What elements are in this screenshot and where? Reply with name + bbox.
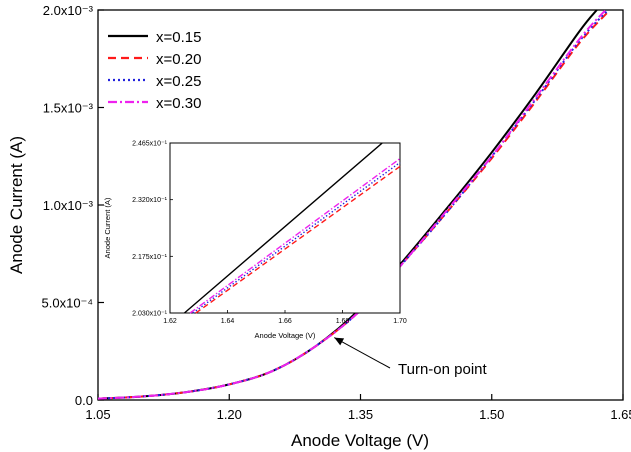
inset-y-axis-title: Anode Current (A) — [103, 197, 112, 258]
x-axis-ticks: 1.05 1.20 1.35 1.50 1.65 — [85, 394, 631, 422]
y-tick-label: 2.0x10⁻³ — [43, 3, 94, 18]
inset-y-tick-label: 2.175x10⁻¹ — [132, 254, 167, 261]
legend-label: x=0.20 — [156, 51, 201, 68]
y-tick-label: 1.0x10⁻³ — [43, 198, 94, 213]
inset-y-axis-ticks: 2.030x10⁻¹ 2.175x10⁻¹ 2.320x10⁻¹ 2.465x10⁻¹ — [132, 141, 173, 318]
inset-x-axis-ticks: 1.62 1.64 1.66 1.68 1.70 — [163, 310, 407, 325]
turn-on-arrow-head — [334, 337, 345, 346]
legend-label: x=0.15 — [156, 29, 201, 46]
inset-y-tick-label: 2.465x10⁻¹ — [132, 141, 167, 148]
inset-y-tick-label: 2.030x10⁻¹ — [132, 311, 167, 318]
inset-x-tick-label: 1.64 — [221, 318, 235, 325]
x-tick-label: 1.65 — [610, 407, 631, 422]
y-tick-label: 5.0x10⁻⁴ — [42, 296, 93, 311]
x-tick-label: 1.35 — [348, 407, 373, 422]
inset-x-tick-label: 1.68 — [336, 318, 350, 325]
x-tick-label: 1.05 — [85, 407, 110, 422]
inset-x-tick-label: 1.62 — [163, 318, 177, 325]
inset-series-group — [183, 142, 401, 314]
inset-x-tick-label: 1.66 — [278, 318, 292, 325]
inset-x-tick-label: 1.70 — [393, 318, 407, 325]
y-axis-ticks: 0.0 5.0x10⁻⁴ 1.0x10⁻³ 1.5x10⁻³ 2.0x10⁻³ — [42, 3, 104, 408]
turn-on-label: Turn-on point — [398, 361, 487, 378]
inset-series-line-x015 — [183, 142, 383, 314]
inset-series-line-x020 — [195, 165, 401, 314]
y-axis-title: Anode Current (A) — [7, 136, 26, 274]
x-tick-label: 1.50 — [479, 407, 504, 422]
inset-y-tick-label: 2.320x10⁻¹ — [132, 197, 167, 204]
inset-series-line-x025 — [192, 161, 401, 314]
inset-frame — [169, 142, 401, 314]
turn-on-arrow — [334, 337, 391, 369]
y-tick-label: 1.5x10⁻³ — [43, 101, 94, 116]
inset-x-axis-title: Anode Voltage (V) — [255, 331, 316, 340]
legend-label: x=0.30 — [156, 95, 201, 112]
x-tick-label: 1.20 — [217, 407, 242, 422]
legend-label: x=0.25 — [156, 73, 201, 90]
inset-series-line-x030 — [189, 158, 401, 314]
y-tick-label: 0.0 — [75, 393, 93, 408]
legend: x=0.15 x=0.20 x=0.25 x=0.30 — [108, 29, 201, 112]
x-axis-title: Anode Voltage (V) — [291, 431, 429, 450]
